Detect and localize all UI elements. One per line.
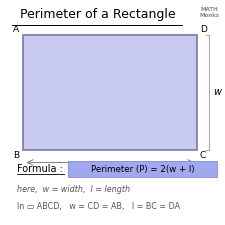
Text: Formula :: Formula : — [17, 164, 63, 174]
Text: here,  w = width,  l = length: here, w = width, l = length — [17, 185, 130, 194]
Text: Perimeter (P) = 2(w + l): Perimeter (P) = 2(w + l) — [91, 165, 194, 174]
Text: Perimeter of a Rectangle: Perimeter of a Rectangle — [20, 8, 175, 21]
Text: l: l — [109, 166, 112, 176]
Text: C: C — [200, 151, 206, 160]
Bar — [23, 35, 198, 150]
Text: w: w — [213, 88, 221, 97]
Text: In ▭ ABCD,   w = CD = AB,   l = BC = DA: In ▭ ABCD, w = CD = AB, l = BC = DA — [17, 202, 180, 211]
Text: MATH
Monks: MATH Monks — [199, 7, 219, 18]
Text: B: B — [13, 151, 19, 160]
Text: A: A — [13, 25, 19, 34]
Text: D: D — [200, 25, 207, 34]
Bar — [68, 161, 217, 177]
